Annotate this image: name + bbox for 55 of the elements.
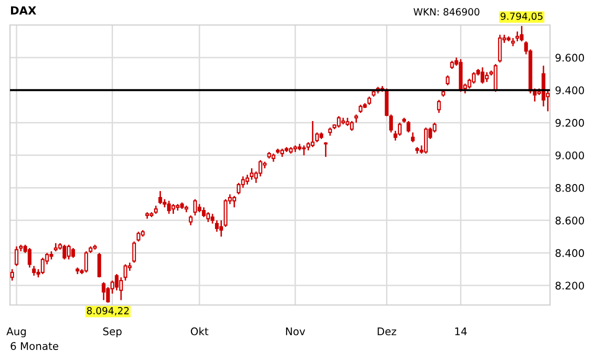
annotation: 9.794,05 xyxy=(500,12,542,21)
candlestick xyxy=(350,120,354,132)
candlestick xyxy=(446,74,450,86)
candlestick xyxy=(515,30,520,42)
candlestick xyxy=(472,72,476,84)
y-tick-label: 8.600 xyxy=(556,216,584,224)
candlestick xyxy=(32,265,36,276)
candlestick xyxy=(232,195,236,208)
candlestick xyxy=(520,25,524,42)
candlestick xyxy=(437,99,441,114)
candlestick xyxy=(84,250,88,274)
candlestick xyxy=(97,252,102,278)
candlestick xyxy=(202,206,206,218)
candlestick xyxy=(214,220,219,232)
y-tick-label: 9.600 xyxy=(556,54,584,62)
x-tick-label: Nov xyxy=(286,328,306,336)
candlestick xyxy=(484,72,489,83)
chart-title: DAX xyxy=(11,6,36,14)
candlestick xyxy=(71,247,76,258)
x-tick-label: Sep xyxy=(103,327,122,338)
x-tick-label: Dez xyxy=(378,328,396,336)
candlestick xyxy=(410,132,415,143)
candlestick xyxy=(114,273,119,292)
x-tick-label: Aug xyxy=(6,328,26,338)
candlestick xyxy=(66,244,71,260)
candlestick xyxy=(136,231,140,242)
x-tick-label: 14 xyxy=(455,328,467,336)
candlestick xyxy=(132,240,136,264)
candlestick xyxy=(10,268,14,282)
candlestick xyxy=(14,246,18,267)
y-tick-label: 8.400 xyxy=(556,249,584,258)
y-tick-label: 9.000 xyxy=(556,151,584,160)
candlestick xyxy=(310,120,315,148)
candlestick xyxy=(158,190,162,205)
text: WKN: 846900 xyxy=(414,8,480,16)
candlestick xyxy=(171,203,176,215)
candlestick xyxy=(28,247,32,268)
candlestick xyxy=(480,66,484,84)
candlestick xyxy=(40,257,45,275)
candlestick xyxy=(250,168,254,180)
y-tick-label: 8.200 xyxy=(556,282,584,290)
candlestick xyxy=(245,174,250,186)
y-tick-label: 9.200 xyxy=(556,118,584,127)
annotation: 8.094,22 xyxy=(86,307,129,316)
y-tick-label: 9.400 xyxy=(556,86,584,94)
text: 6 Monate xyxy=(10,342,58,350)
candlestick xyxy=(188,214,193,226)
candlestick xyxy=(206,212,210,223)
candlestick xyxy=(324,142,328,158)
y-tick-label: 8.800 xyxy=(556,184,584,192)
candlestick xyxy=(406,120,410,134)
candlestick xyxy=(498,34,502,64)
candlestick xyxy=(398,122,402,136)
x-tick-label: Okt xyxy=(190,327,208,336)
candlestick xyxy=(336,115,341,128)
